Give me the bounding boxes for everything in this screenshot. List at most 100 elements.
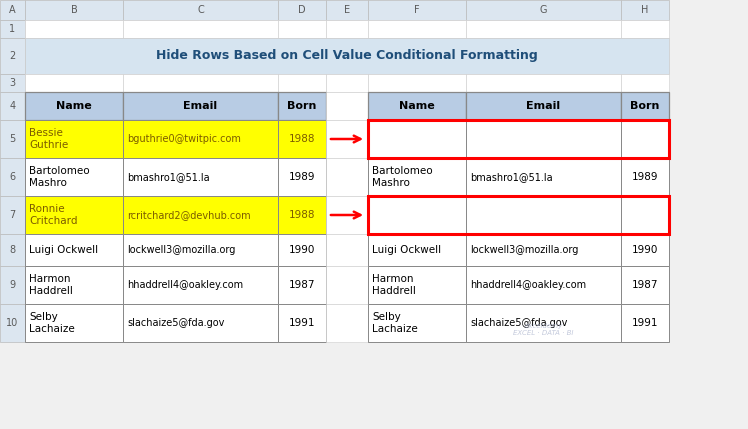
FancyBboxPatch shape bbox=[278, 158, 326, 196]
Text: Selby
Lachaize: Selby Lachaize bbox=[29, 312, 75, 334]
FancyBboxPatch shape bbox=[368, 304, 466, 342]
Text: 1987: 1987 bbox=[632, 280, 658, 290]
Text: bmashro1@51.la: bmashro1@51.la bbox=[470, 172, 553, 182]
FancyBboxPatch shape bbox=[466, 120, 621, 158]
Text: 8: 8 bbox=[10, 245, 16, 255]
FancyBboxPatch shape bbox=[123, 74, 278, 92]
Text: slachaize5@fda.gov: slachaize5@fda.gov bbox=[127, 318, 224, 328]
FancyBboxPatch shape bbox=[368, 234, 466, 266]
FancyBboxPatch shape bbox=[123, 266, 278, 304]
FancyBboxPatch shape bbox=[326, 234, 368, 266]
FancyBboxPatch shape bbox=[326, 92, 368, 120]
Text: hhaddrell4@oakley.com: hhaddrell4@oakley.com bbox=[127, 280, 243, 290]
FancyBboxPatch shape bbox=[0, 304, 25, 342]
Text: Luigi Ockwell: Luigi Ockwell bbox=[29, 245, 98, 255]
FancyBboxPatch shape bbox=[368, 92, 466, 120]
FancyBboxPatch shape bbox=[278, 0, 326, 20]
Text: 9: 9 bbox=[10, 280, 16, 290]
FancyBboxPatch shape bbox=[25, 158, 123, 196]
FancyBboxPatch shape bbox=[368, 196, 466, 234]
FancyBboxPatch shape bbox=[123, 120, 278, 158]
Text: 5: 5 bbox=[10, 134, 16, 144]
FancyBboxPatch shape bbox=[278, 120, 326, 158]
Text: 1990: 1990 bbox=[632, 245, 658, 255]
FancyBboxPatch shape bbox=[123, 234, 278, 266]
Text: lockwell3@mozilla.org: lockwell3@mozilla.org bbox=[470, 245, 578, 255]
FancyBboxPatch shape bbox=[621, 20, 669, 38]
Text: Name: Name bbox=[399, 101, 435, 111]
Text: 1: 1 bbox=[10, 24, 16, 34]
Text: hhaddrell4@oakley.com: hhaddrell4@oakley.com bbox=[470, 280, 586, 290]
Text: B: B bbox=[70, 5, 77, 15]
Text: 6: 6 bbox=[10, 172, 16, 182]
Text: Bessie
Guthrie: Bessie Guthrie bbox=[29, 128, 68, 150]
Text: 1987: 1987 bbox=[289, 280, 315, 290]
Text: Luigi Ockwell: Luigi Ockwell bbox=[372, 245, 441, 255]
FancyBboxPatch shape bbox=[621, 266, 669, 304]
FancyBboxPatch shape bbox=[278, 196, 326, 234]
Text: Name: Name bbox=[56, 101, 92, 111]
FancyBboxPatch shape bbox=[25, 196, 123, 234]
Text: Bartolomeo
Mashro: Bartolomeo Mashro bbox=[29, 166, 90, 188]
FancyBboxPatch shape bbox=[25, 20, 123, 38]
FancyBboxPatch shape bbox=[25, 234, 123, 266]
Text: Ronnie
Critchard: Ronnie Critchard bbox=[29, 204, 78, 226]
Text: rcritchard2@devhub.com: rcritchard2@devhub.com bbox=[127, 210, 251, 220]
FancyBboxPatch shape bbox=[621, 158, 669, 196]
Text: G: G bbox=[540, 5, 548, 15]
FancyBboxPatch shape bbox=[0, 120, 25, 158]
FancyBboxPatch shape bbox=[621, 74, 669, 92]
Text: exceldemy
EXCEL · DATA · BI: exceldemy EXCEL · DATA · BI bbox=[513, 323, 574, 336]
FancyBboxPatch shape bbox=[123, 0, 278, 20]
Text: 1991: 1991 bbox=[289, 318, 315, 328]
Text: 1991: 1991 bbox=[632, 318, 658, 328]
FancyBboxPatch shape bbox=[326, 158, 368, 196]
FancyBboxPatch shape bbox=[466, 158, 621, 196]
FancyBboxPatch shape bbox=[621, 120, 669, 158]
FancyBboxPatch shape bbox=[621, 234, 669, 266]
FancyBboxPatch shape bbox=[278, 266, 326, 304]
FancyBboxPatch shape bbox=[466, 234, 621, 266]
FancyBboxPatch shape bbox=[25, 0, 123, 20]
FancyBboxPatch shape bbox=[123, 196, 278, 234]
FancyBboxPatch shape bbox=[368, 20, 466, 38]
Text: E: E bbox=[344, 5, 350, 15]
FancyBboxPatch shape bbox=[466, 304, 621, 342]
Text: lockwell3@mozilla.org: lockwell3@mozilla.org bbox=[127, 245, 236, 255]
FancyBboxPatch shape bbox=[621, 0, 669, 20]
FancyBboxPatch shape bbox=[621, 196, 669, 234]
FancyBboxPatch shape bbox=[326, 120, 368, 158]
FancyBboxPatch shape bbox=[0, 20, 25, 38]
FancyBboxPatch shape bbox=[0, 38, 25, 74]
FancyBboxPatch shape bbox=[123, 158, 278, 196]
FancyBboxPatch shape bbox=[25, 38, 669, 74]
Text: D: D bbox=[298, 5, 306, 15]
FancyBboxPatch shape bbox=[123, 304, 278, 342]
Text: 1988: 1988 bbox=[289, 134, 315, 144]
Text: Harmon
Haddrell: Harmon Haddrell bbox=[29, 274, 73, 296]
FancyBboxPatch shape bbox=[466, 20, 621, 38]
FancyBboxPatch shape bbox=[278, 304, 326, 342]
FancyBboxPatch shape bbox=[326, 266, 368, 304]
Text: Hide Rows Based on Cell Value Conditional Formatting: Hide Rows Based on Cell Value Conditiona… bbox=[156, 49, 538, 63]
FancyBboxPatch shape bbox=[0, 92, 25, 120]
Text: Email: Email bbox=[527, 101, 560, 111]
Text: 3: 3 bbox=[10, 78, 16, 88]
Text: Born: Born bbox=[631, 101, 660, 111]
Text: 1990: 1990 bbox=[289, 245, 315, 255]
FancyBboxPatch shape bbox=[278, 20, 326, 38]
FancyBboxPatch shape bbox=[25, 74, 123, 92]
Text: Harmon
Haddrell: Harmon Haddrell bbox=[372, 274, 416, 296]
FancyBboxPatch shape bbox=[25, 92, 123, 120]
FancyBboxPatch shape bbox=[326, 196, 368, 234]
FancyBboxPatch shape bbox=[0, 234, 25, 266]
FancyBboxPatch shape bbox=[368, 120, 466, 158]
Text: Email: Email bbox=[183, 101, 218, 111]
Text: H: H bbox=[641, 5, 649, 15]
Text: 4: 4 bbox=[10, 101, 16, 111]
Text: Bartolomeo
Mashro: Bartolomeo Mashro bbox=[372, 166, 432, 188]
Text: 1989: 1989 bbox=[289, 172, 315, 182]
Text: bguthrie0@twitpic.com: bguthrie0@twitpic.com bbox=[127, 134, 241, 144]
Text: Selby
Lachaize: Selby Lachaize bbox=[372, 312, 417, 334]
Text: 1989: 1989 bbox=[632, 172, 658, 182]
